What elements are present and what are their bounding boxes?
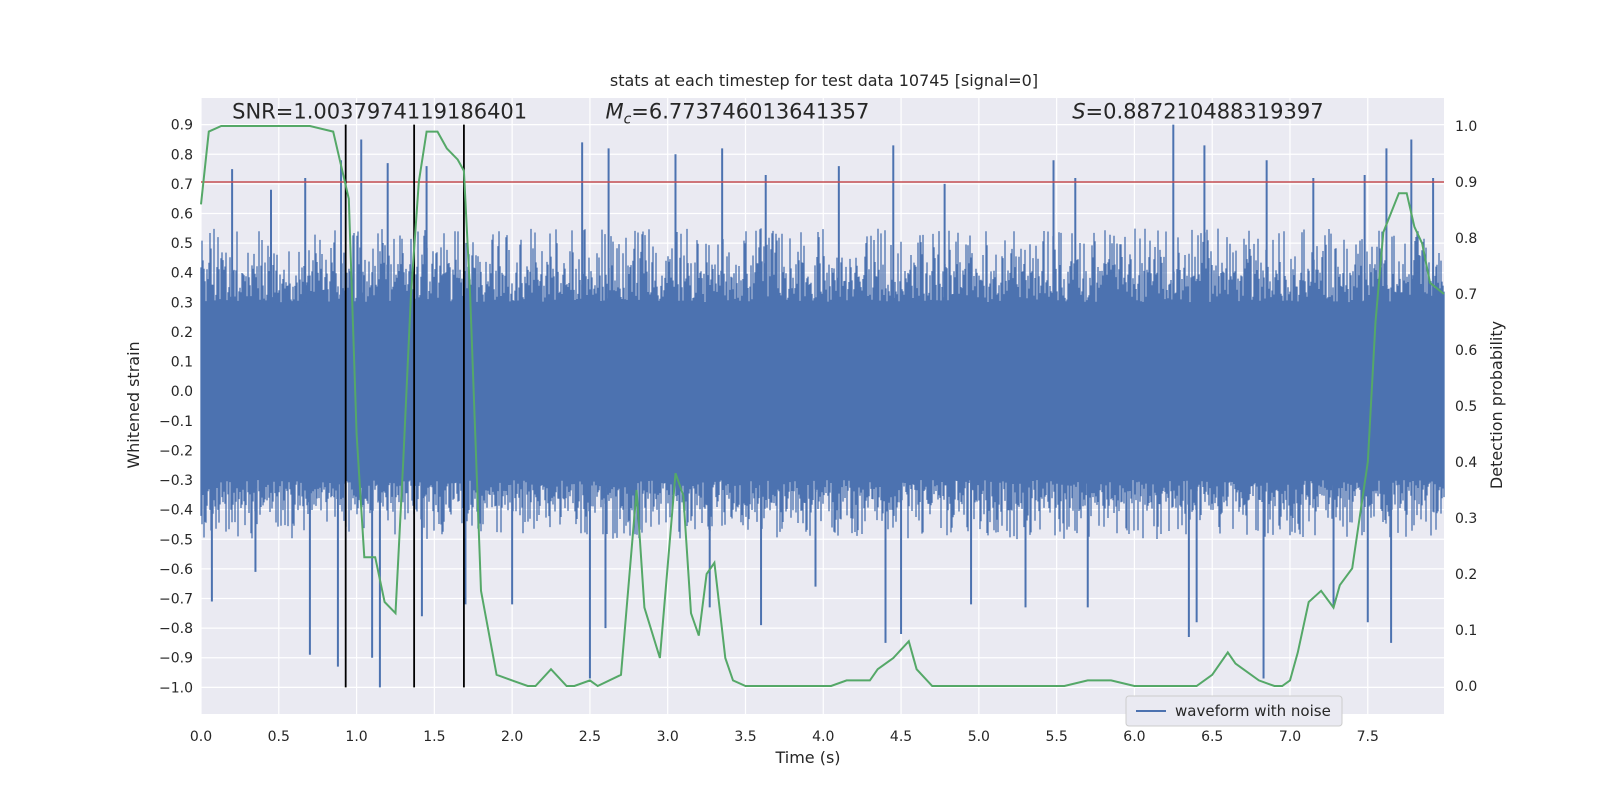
y-right-tick-label: 0.3 (1455, 511, 1477, 527)
legend-box (1125, 695, 1343, 727)
probability-series (200, 125, 1445, 688)
y-right-tick-label: 0.4 (1455, 455, 1477, 471)
x-tick-label: 1.0 (345, 729, 367, 745)
y-right-tick-label: 0.6 (1455, 343, 1477, 359)
x-tick-label: 2.5 (579, 729, 601, 745)
x-tick-label: 4.0 (812, 729, 834, 745)
x-tick-label: 7.5 (1357, 729, 1379, 745)
y-left-tick-label: 0.9 (171, 118, 193, 134)
x-tick-label: 0.0 (190, 729, 212, 745)
vertical-markers (344, 124, 465, 688)
x-tick-label: 3.5 (734, 729, 756, 745)
y-left-tick-label: 0.7 (171, 177, 193, 193)
y-right-tick-label: 0.5 (1455, 399, 1477, 415)
mc-subscript: c (624, 112, 632, 128)
chart-title: stats at each timestep for test data 107… (610, 71, 1038, 90)
y-left-tick-label: 0.0 (171, 384, 193, 400)
y-left-tick-label: −0.9 (159, 651, 193, 667)
x-tick-label: 4.5 (890, 729, 912, 745)
y-left-tick-label: 0.4 (171, 266, 193, 282)
x-tick-label: 6.5 (1201, 729, 1223, 745)
y-left-tick-label: −0.4 (159, 503, 193, 519)
y-left-axis-ticks: 0.9 0.8 0.7 0.6 0.5 0.4 0.3 0.2 0.1 0.0 −0.1 −0.2 −0… (159, 118, 193, 697)
y-left-tick-label: −0.3 (159, 473, 193, 489)
y-left-tick-label: 0.3 (171, 295, 193, 311)
y-right-tick-label: 0.9 (1455, 175, 1477, 191)
y-left-tick-label: 0.1 (171, 355, 193, 371)
x-tick-label: 3.0 (657, 729, 679, 745)
x-tick-label: 5.0 (968, 729, 990, 745)
y-right-tick-label: 0.2 (1455, 567, 1477, 583)
x-tick-label: 0.5 (268, 729, 290, 745)
waveform-core (201, 302, 1444, 481)
y-right-axis-ticks: 1.0 0.9 0.8 0.7 0.6 0.5 0.4 0.3 0.2 0.1 0.0 (1455, 119, 1477, 695)
y-left-tick-label: −0.2 (159, 443, 193, 459)
y-left-tick-label: −0.6 (159, 562, 193, 578)
y-left-tick-label: −0.8 (159, 621, 193, 637)
x-tick-label: 7.0 (1279, 729, 1301, 745)
y-right-tick-label: 0.8 (1455, 231, 1477, 247)
chirp-mass-annotation: Mc=6.773746013641357 (605, 100, 869, 128)
y-right-tick-label: 0.0 (1455, 679, 1477, 695)
s-value: =0.887210488319397 (1086, 100, 1324, 124)
s-symbol: S (1072, 100, 1085, 124)
y-left-axis-label: Whitened strain (124, 341, 143, 468)
snr-annotation: SNR=1.0037974119186401 (232, 100, 527, 124)
x-tick-label: 6.0 (1123, 729, 1145, 745)
y-right-axis-label: Detection probability (1487, 321, 1506, 489)
y-left-tick-label: −0.1 (159, 414, 193, 430)
x-axis-ticks: 0.0 0.5 1.0 1.5 2.0 2.5 3.0 3.5 4.0 4.5 5.0 5.5 6.0 6… (190, 729, 1379, 745)
y-left-tick-label: 0.8 (171, 147, 193, 163)
y-right-tick-label: 0.7 (1455, 287, 1477, 303)
y-left-tick-label: −1.0 (159, 680, 193, 696)
y-left-tick-label: 0.2 (171, 325, 193, 341)
x-tick-label: 1.5 (423, 729, 445, 745)
y-right-tick-label: 0.1 (1455, 623, 1477, 639)
s-annotation: S=0.887210488319397 (1072, 100, 1323, 124)
x-tick-label: 2.0 (501, 729, 523, 745)
waveform-series (200, 124, 1445, 688)
y-left-tick-label: 0.6 (171, 207, 193, 223)
y-right-tick-label: 1.0 (1455, 119, 1477, 135)
y-left-tick-label: −0.7 (159, 592, 193, 608)
x-tick-label: 5.5 (1045, 729, 1067, 745)
legend: waveform with noise (1125, 695, 1343, 727)
y-left-tick-label: −0.5 (159, 532, 193, 548)
mc-symbol: M (605, 100, 623, 124)
y-left-tick-label: 0.5 (171, 236, 193, 252)
mc-value: =6.773746013641357 (631, 100, 869, 124)
x-axis-label: Time (s) (774, 748, 840, 767)
legend-label: waveform with noise (1175, 702, 1331, 720)
probability-line (200, 125, 1445, 688)
